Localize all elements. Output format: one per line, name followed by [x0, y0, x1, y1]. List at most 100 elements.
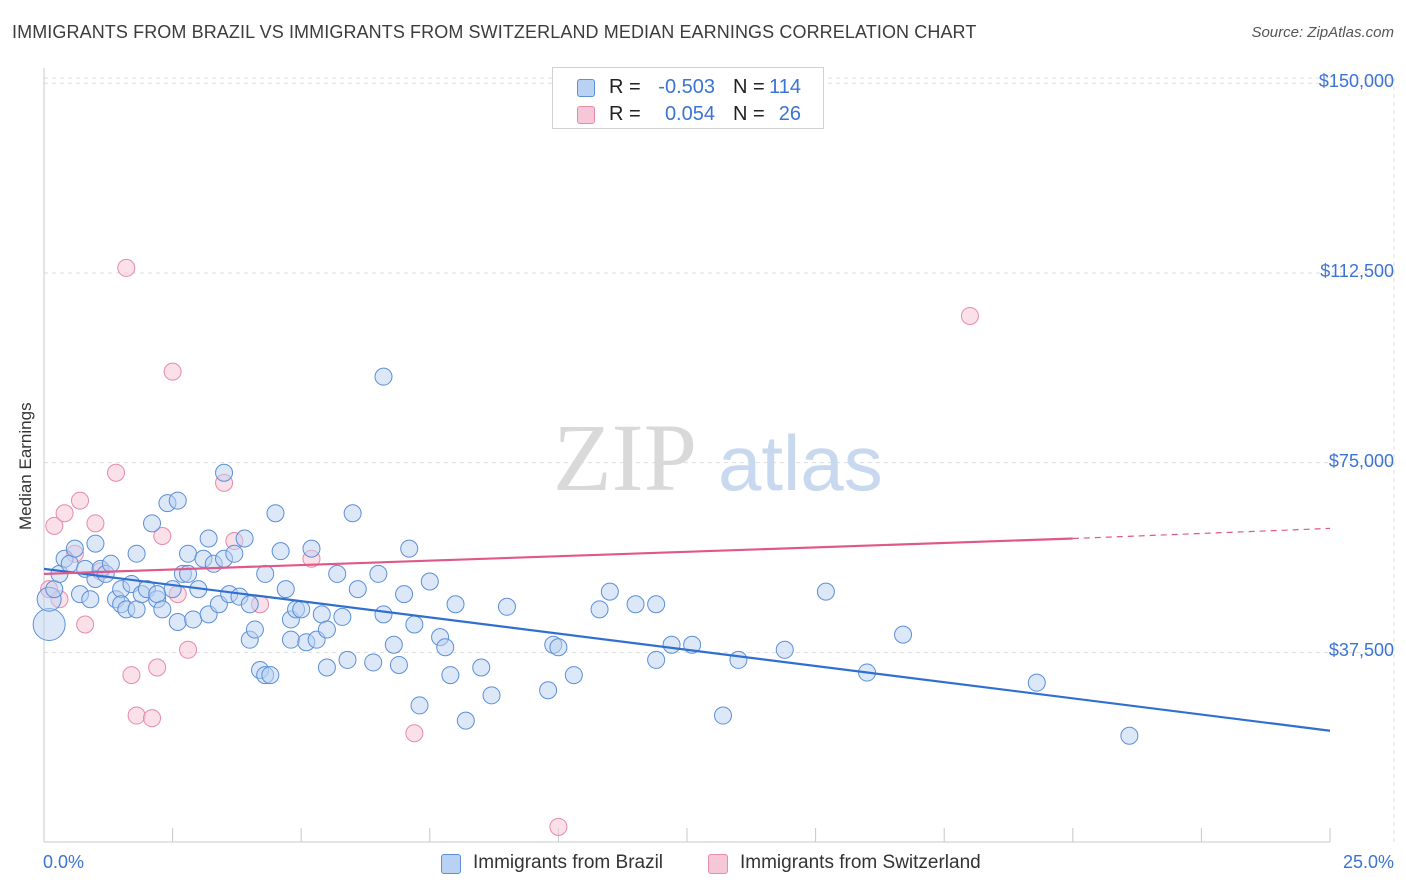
brazil-point — [436, 638, 455, 657]
brazil-point — [245, 620, 264, 639]
swiss-point — [55, 504, 74, 523]
brazil-point — [1027, 673, 1046, 692]
brazil-point — [81, 590, 100, 609]
brazil-point — [312, 605, 331, 624]
trend-lines — [43, 527, 1331, 732]
brazil-point — [240, 595, 259, 614]
n-value: 26 — [778, 103, 801, 125]
brazil-point — [564, 666, 583, 685]
swiss-point — [122, 666, 141, 685]
brazil-point — [292, 600, 311, 619]
brazil-point — [441, 666, 460, 685]
swiss-point — [117, 258, 136, 277]
brazil-point — [395, 585, 414, 604]
y-tick-label: $150,000 — [1318, 71, 1394, 92]
brazil-point — [215, 463, 234, 482]
brazil-point — [60, 554, 79, 573]
y-axis-label: Median Earnings — [16, 402, 35, 530]
brazil-point — [600, 582, 619, 601]
brazil-point — [276, 580, 295, 599]
brazil-point — [497, 597, 516, 616]
x-tick-label-min: 0.0% — [43, 852, 85, 872]
chart-title: IMMIGRANTS FROM BRAZIL VS IMMIGRANTS FRO… — [12, 22, 977, 42]
r-label: R = — [609, 76, 641, 98]
brazil-point — [348, 580, 367, 599]
brazil-point — [153, 600, 172, 619]
swiss-point — [179, 640, 198, 659]
swiss-point — [143, 709, 162, 728]
swiss-trend-line — [43, 537, 1073, 576]
brazil-point — [168, 612, 187, 631]
brazil-point — [626, 595, 645, 614]
swiss-point — [45, 516, 64, 535]
brazil-point — [127, 600, 146, 619]
watermark-atlas: atlas — [718, 419, 883, 507]
brazil-point — [163, 580, 182, 599]
brazil-point — [482, 686, 501, 705]
brazil-point — [101, 554, 120, 573]
stats-legend: R = -0.503 N = 114 R = 0.054 N = 26 — [552, 67, 824, 129]
brazil-point — [266, 504, 285, 523]
brazil-point — [420, 572, 439, 591]
n-label: N = — [733, 76, 765, 98]
swiss-point — [405, 724, 424, 743]
brazil-point — [343, 504, 362, 523]
brazil-point — [374, 367, 393, 386]
brazil-point — [235, 529, 254, 548]
brazil-point — [127, 544, 146, 563]
swiss-points — [40, 258, 979, 836]
swiss-point — [148, 658, 167, 677]
brazil-point — [472, 658, 491, 677]
swiss-trend-extension — [1072, 527, 1331, 540]
brazil-point — [32, 608, 66, 642]
y-tick-label: $37,500 — [1328, 640, 1394, 661]
brazil-point — [364, 653, 383, 672]
n-value: 114 — [769, 76, 801, 98]
brazil-point — [775, 640, 794, 659]
brazil-point — [179, 544, 198, 563]
brazil-swatch-icon — [577, 79, 595, 97]
brazil-point — [549, 638, 568, 657]
brazil-point — [400, 539, 419, 558]
brazil-point — [539, 681, 558, 700]
brazil-point — [256, 564, 275, 583]
swiss-point — [127, 706, 146, 725]
brazil-point — [410, 696, 429, 715]
r-value: -0.503 — [658, 76, 715, 98]
brazil-point — [261, 666, 280, 685]
brazil-point — [333, 607, 352, 626]
swiss-point — [960, 306, 979, 325]
swiss-point — [107, 463, 126, 482]
brazil-point — [389, 655, 408, 674]
brazil-point — [405, 615, 424, 634]
swiss-point — [549, 817, 568, 836]
swiss-point — [153, 526, 172, 545]
swiss-legend-swatch-icon — [708, 854, 728, 874]
brazil-point — [729, 650, 748, 669]
brazil-point — [45, 580, 64, 599]
brazil-point — [168, 491, 187, 510]
brazil-point — [302, 539, 321, 558]
brazil-point — [317, 658, 336, 677]
brazil-point — [662, 635, 681, 654]
brazil-point — [1120, 726, 1139, 745]
brazil-point — [384, 635, 403, 654]
brazil-point — [446, 595, 465, 614]
watermark-zip: ZIP — [553, 404, 697, 511]
brazil-point — [65, 539, 84, 558]
brazil-point — [328, 564, 347, 583]
brazil-point — [86, 534, 105, 553]
swiss-point — [163, 362, 182, 381]
brazil-point — [714, 706, 733, 725]
r-label: R = — [609, 103, 641, 125]
brazil-point — [184, 610, 203, 629]
brazil-trend-line — [43, 567, 1331, 732]
swiss-point — [86, 514, 105, 533]
brazil-point — [647, 595, 666, 614]
brazil-legend-swatch-icon — [441, 854, 461, 874]
watermark: ZIP atlas — [553, 404, 883, 511]
brazil-point — [148, 585, 167, 604]
brazil-point — [271, 542, 290, 561]
brazil-point — [374, 605, 393, 624]
swiss-point — [76, 615, 95, 634]
